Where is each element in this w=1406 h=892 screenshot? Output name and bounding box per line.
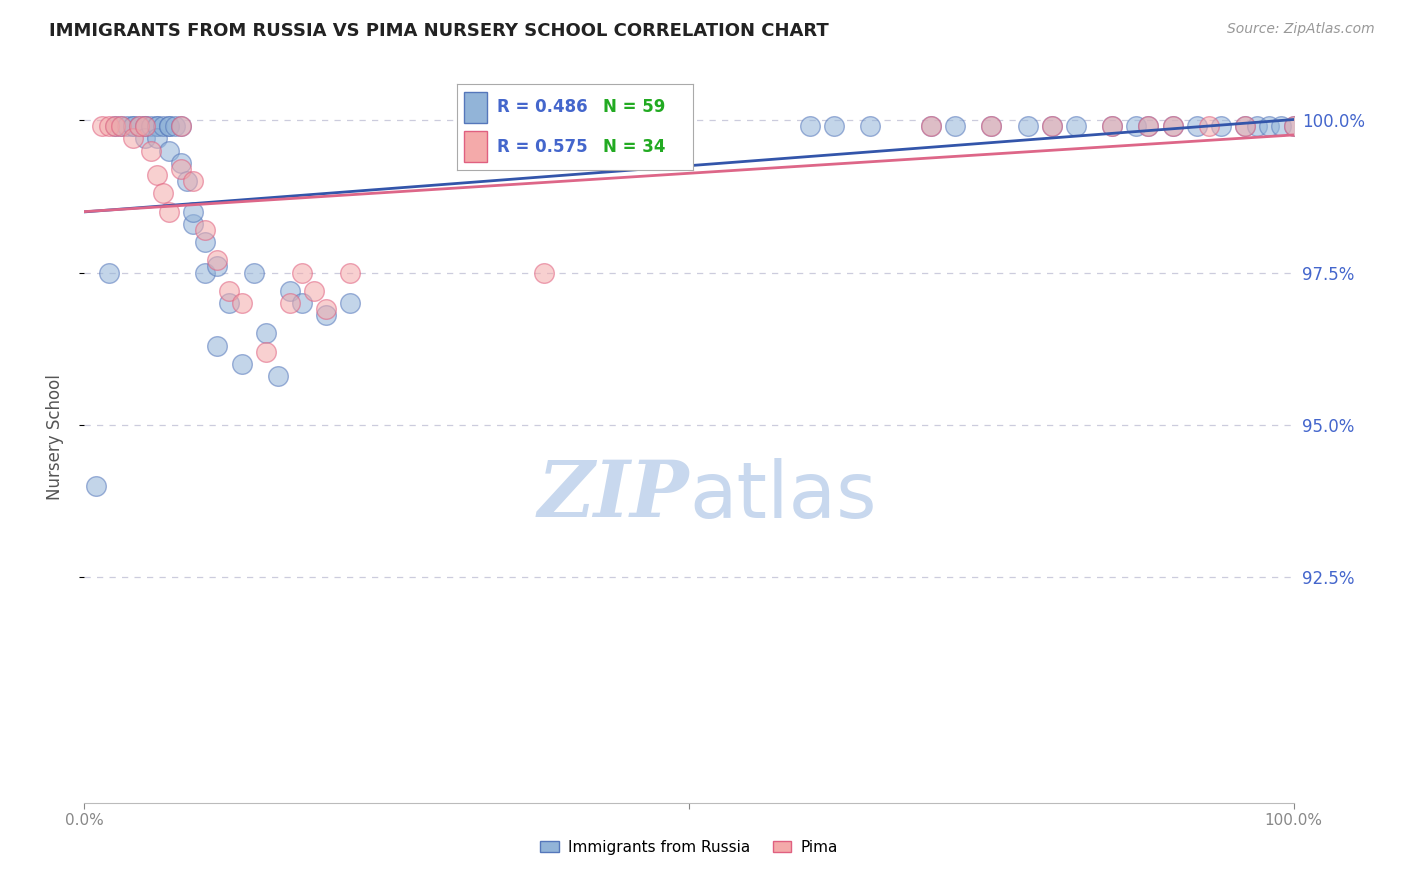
Point xyxy=(134,120,156,134)
Point xyxy=(1040,120,1063,134)
Point xyxy=(157,120,180,134)
Point xyxy=(920,120,942,134)
Point xyxy=(97,120,120,134)
Point xyxy=(1101,120,1123,134)
Point xyxy=(339,296,361,310)
Point xyxy=(533,266,555,280)
Legend: Immigrants from Russia, Pima: Immigrants from Russia, Pima xyxy=(534,834,844,861)
Point xyxy=(1270,120,1292,134)
Point xyxy=(165,120,187,134)
Point xyxy=(97,266,120,280)
Point xyxy=(134,120,156,134)
Point xyxy=(278,296,301,310)
Point xyxy=(1137,120,1160,134)
Point xyxy=(139,144,162,158)
Point xyxy=(207,339,229,353)
Point xyxy=(1234,120,1257,134)
Text: Source: ZipAtlas.com: Source: ZipAtlas.com xyxy=(1227,22,1375,37)
Point xyxy=(91,120,114,134)
Point xyxy=(128,120,150,134)
Point xyxy=(110,120,132,134)
Point xyxy=(1040,120,1063,134)
Point xyxy=(146,120,169,134)
Point xyxy=(146,131,169,145)
Point xyxy=(134,120,156,134)
Point xyxy=(267,369,290,384)
Text: IMMIGRANTS FROM RUSSIA VS PIMA NURSERY SCHOOL CORRELATION CHART: IMMIGRANTS FROM RUSSIA VS PIMA NURSERY S… xyxy=(49,22,830,40)
Point xyxy=(128,120,150,134)
Point xyxy=(181,204,204,219)
Point xyxy=(1198,120,1220,134)
Point xyxy=(170,120,193,134)
Point xyxy=(152,120,174,134)
Point xyxy=(242,266,264,280)
Point xyxy=(799,120,821,134)
Text: atlas: atlas xyxy=(689,458,876,533)
Point xyxy=(315,302,337,317)
Point xyxy=(146,120,169,134)
Point xyxy=(1282,120,1305,134)
Point xyxy=(181,217,204,231)
Point xyxy=(339,266,361,280)
Point xyxy=(278,284,301,298)
Point xyxy=(920,120,942,134)
Point xyxy=(139,120,162,134)
Point xyxy=(1017,120,1039,134)
Point xyxy=(176,174,198,188)
Point xyxy=(1185,120,1208,134)
Point xyxy=(254,326,277,341)
Point xyxy=(86,479,108,493)
Point xyxy=(1234,120,1257,134)
Y-axis label: Nursery School: Nursery School xyxy=(45,374,63,500)
Point xyxy=(170,156,193,170)
Point xyxy=(157,120,180,134)
Point xyxy=(980,120,1002,134)
Point xyxy=(121,120,143,134)
Point xyxy=(194,266,217,280)
Point xyxy=(146,168,169,182)
Point xyxy=(1246,120,1268,134)
Point xyxy=(121,131,143,145)
Point xyxy=(1064,120,1087,134)
Text: ZIP: ZIP xyxy=(537,458,689,533)
Point xyxy=(207,253,229,268)
Point xyxy=(1282,120,1305,134)
Point xyxy=(104,120,127,134)
Point xyxy=(315,308,337,322)
Point xyxy=(110,120,132,134)
Point xyxy=(823,120,845,134)
Point xyxy=(218,296,240,310)
Point xyxy=(859,120,882,134)
Point xyxy=(1101,120,1123,134)
Point xyxy=(181,174,204,188)
Point xyxy=(134,131,156,145)
Point xyxy=(170,120,193,134)
Point xyxy=(115,120,138,134)
Point xyxy=(291,296,314,310)
Point xyxy=(1161,120,1184,134)
Point xyxy=(1137,120,1160,134)
Point xyxy=(194,235,217,249)
Point xyxy=(291,266,314,280)
Point xyxy=(170,161,193,176)
Point xyxy=(218,284,240,298)
Point xyxy=(207,260,229,274)
Point xyxy=(1209,120,1232,134)
Point xyxy=(121,120,143,134)
Point xyxy=(231,357,253,371)
Point xyxy=(194,223,217,237)
Point xyxy=(152,186,174,201)
Point xyxy=(254,344,277,359)
Point xyxy=(980,120,1002,134)
Point xyxy=(943,120,966,134)
Point xyxy=(104,120,127,134)
Point xyxy=(1258,120,1281,134)
Point xyxy=(231,296,253,310)
Point xyxy=(1125,120,1147,134)
Point xyxy=(157,204,180,219)
Point xyxy=(496,120,519,134)
Point xyxy=(302,284,325,298)
Point xyxy=(157,144,180,158)
Point xyxy=(1161,120,1184,134)
